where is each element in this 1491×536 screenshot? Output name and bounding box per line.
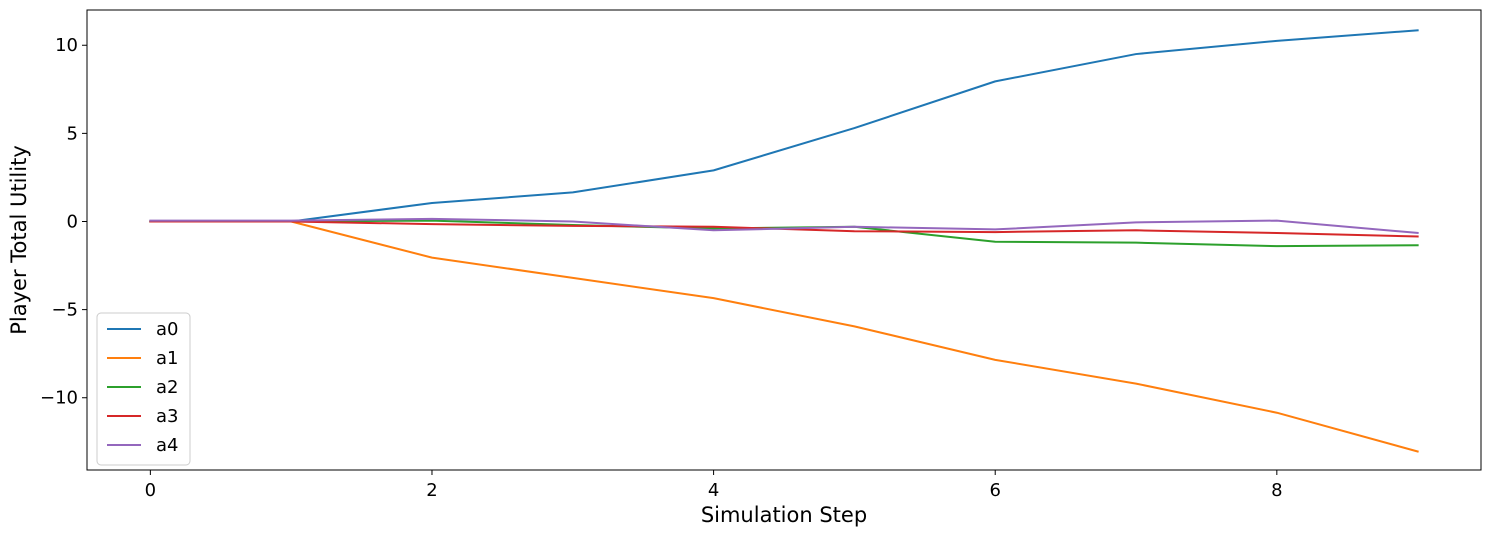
legend-label-a4: a4 [156,435,178,456]
legend-label-a1: a1 [156,348,178,369]
x-tick-label: 0 [145,480,156,501]
y-tick-label: 0 [67,211,78,232]
series-layer [149,29,1419,453]
x-tick-label: 8 [1271,480,1282,501]
y-tick-label: −10 [40,388,78,409]
y-tick-label: 5 [67,123,78,144]
y-tick-label: −5 [51,300,78,321]
y-axis-label: Player Total Utility [7,145,31,335]
x-axis-label: Simulation Step [701,503,867,527]
plot-frame [86,9,1482,471]
x-tick-label: 6 [989,480,1000,501]
x-tick-label: 2 [426,480,437,501]
series-line-a1 [149,220,1419,453]
legend: a0 a1 a2 a3 a4 [96,312,191,466]
legend-box [96,312,191,466]
legend-label-a0: a0 [156,319,178,340]
legend-label-a2: a2 [156,377,178,398]
y-tick-label: 10 [55,35,78,56]
series-line-a4 [149,217,1419,235]
ticks-layer: 0 2 4 6 8 10 5 0 −5 −10 [40,35,1283,501]
x-tick-label: 4 [708,480,719,501]
series-line-a0 [149,29,1419,223]
legend-label-a3: a3 [156,406,178,427]
